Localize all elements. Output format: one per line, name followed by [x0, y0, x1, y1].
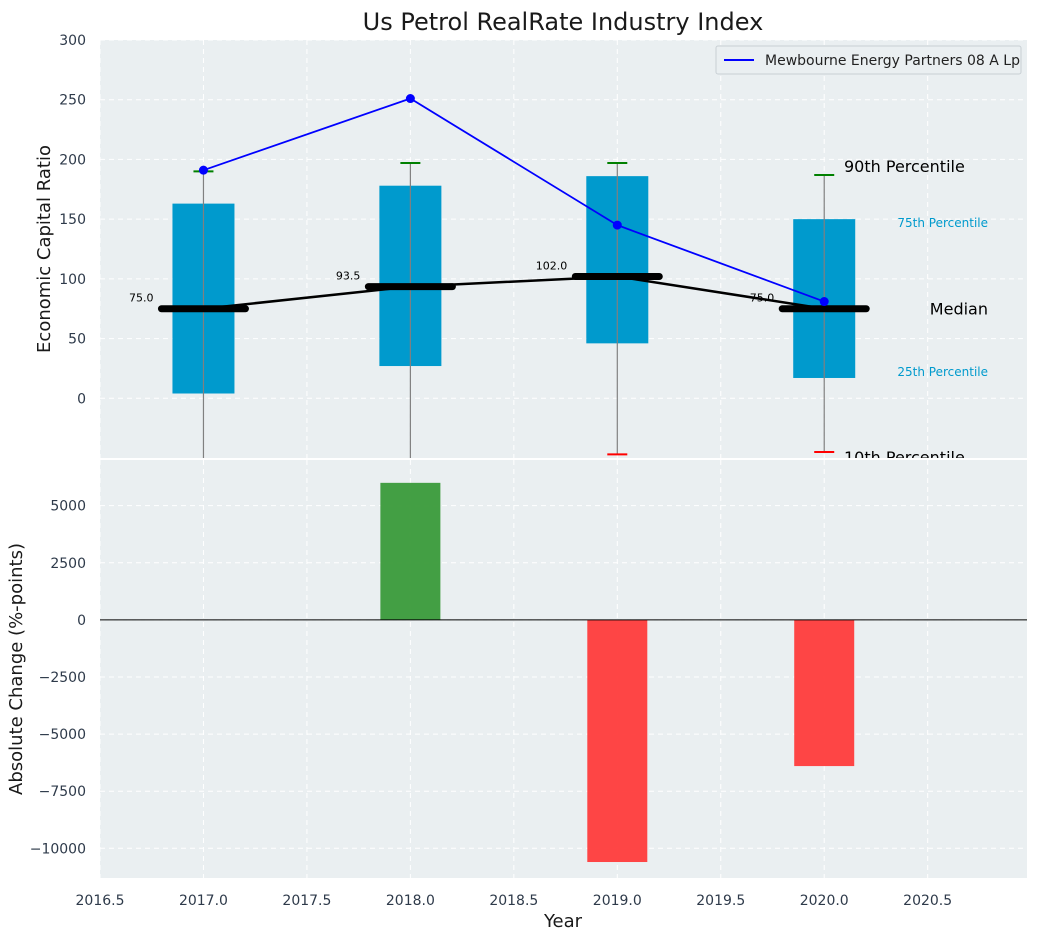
series-line-group	[198, 94, 829, 307]
median-value-label: 75.0	[750, 292, 775, 305]
x-tick-label: 2017.0	[179, 893, 228, 909]
annotation-median: Median	[930, 300, 988, 319]
bottom-y-tick-label: −10000	[30, 841, 86, 857]
median-value-label: 75.0	[129, 292, 154, 305]
series-point	[198, 165, 208, 175]
top-y-tick-label: 0	[77, 391, 86, 407]
annotation-p25: 25th Percentile	[897, 365, 988, 379]
x-tick-label: 2020.0	[800, 893, 849, 909]
x-tick-label: 2016.5	[76, 893, 125, 909]
annotation-p75: 75th Percentile	[897, 216, 988, 230]
x-tick-label: 2018.5	[489, 893, 538, 909]
percentile-boxes	[172, 162, 856, 458]
x-tick-label: 2017.5	[282, 893, 331, 909]
top-y-tick-labels: 0 50 100 150 200 250 300	[59, 33, 86, 407]
negative-change-bar	[587, 619, 648, 863]
series-point	[612, 220, 622, 230]
annotation-p90: 90th Percentile	[844, 157, 965, 176]
bottom-y-tick-label: −5000	[39, 727, 86, 743]
x-tick-label: 2019.0	[593, 893, 642, 909]
series-line	[203, 97, 825, 303]
bottom-y-tick-label: 0	[77, 613, 86, 629]
legend[interactable]: Mewbourne Energy Partners 08 A Lp	[715, 45, 1022, 75]
top-y-tick-label: 50	[68, 332, 86, 348]
bottom-y-tick-label: −7500	[39, 784, 86, 800]
bottom-y-tick-labels: −10000 −7500 −5000 −2500 0 2500 5000	[30, 499, 86, 858]
positive-change-bar	[380, 482, 441, 620]
top-y-tick-label: 100	[59, 272, 86, 288]
annotation-p10: 10th Percentile	[844, 448, 965, 467]
series-point	[405, 94, 415, 104]
change-bars	[380, 482, 855, 863]
negative-change-bar	[794, 619, 855, 767]
x-tick-label: 2019.5	[696, 893, 745, 909]
x-tick-label: 2018.0	[386, 893, 435, 909]
top-y-tick-label: 300	[59, 33, 86, 49]
median-trend-line	[203, 275, 825, 310]
bottom-y-tick-label: 2500	[50, 556, 86, 572]
x-tick-label: 2020.5	[903, 893, 952, 909]
bottom-y-axis-label: Absolute Change (%-points)	[6, 543, 27, 795]
series-point	[819, 297, 829, 307]
chart-title: Us Petrol RealRate Industry Index	[363, 8, 764, 36]
top-y-axis-label: Economic Capital Ratio	[34, 145, 55, 353]
legend-label: Mewbourne Energy Partners 08 A Lp	[765, 53, 1020, 69]
box-plot-panel: 0 50 100 150 200 250 300 75.0 93.5 102.0 75.0 90t…	[34, 33, 1027, 467]
x-axis-label: Year	[543, 911, 583, 932]
median-value-label: 102.0	[536, 259, 568, 272]
legend-box	[715, 45, 1022, 75]
top-y-tick-label: 250	[59, 93, 86, 109]
median-line-group: 75.0 93.5 102.0 75.0	[129, 259, 870, 313]
top-y-tick-label: 150	[59, 212, 86, 228]
median-value-label: 93.5	[336, 270, 361, 283]
bottom-plot-area	[100, 460, 1027, 878]
x-tick-labels: 2016.5 2017.0 2017.5 2018.0 2018.5 2019.0 2019…	[76, 893, 953, 909]
top-y-tick-label: 200	[59, 152, 86, 168]
top-plot-area	[100, 40, 1027, 458]
bottom-y-tick-label: 5000	[50, 499, 86, 515]
bottom-y-tick-label: −2500	[39, 670, 86, 686]
percentile-annotations: 90th Percentile 75th Percentile Median 25th…	[844, 157, 988, 467]
